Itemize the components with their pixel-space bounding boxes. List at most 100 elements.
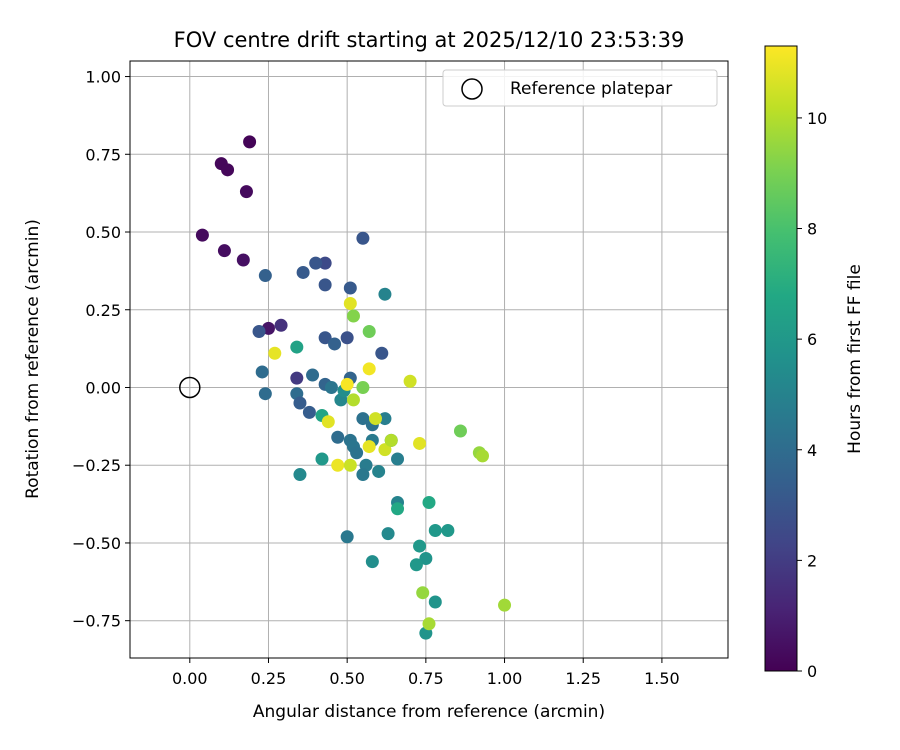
data-point — [350, 446, 364, 460]
data-point — [293, 396, 307, 410]
data-point — [384, 433, 398, 447]
data-point — [365, 555, 379, 569]
x-axis-label: Angular distance from reference (arcmin) — [253, 702, 605, 722]
data-point — [428, 595, 442, 609]
data-point — [378, 412, 392, 426]
data-point — [362, 362, 376, 376]
data-point — [409, 558, 423, 572]
data-point — [343, 458, 357, 472]
data-point — [422, 617, 436, 631]
y-tick-label: 0.00 — [85, 378, 121, 397]
colorbar-label: Hours from first FF file — [845, 264, 865, 454]
data-point — [343, 281, 357, 295]
data-point — [290, 340, 304, 354]
data-point — [252, 325, 266, 339]
colorbar-tick-label: 10 — [807, 109, 827, 128]
data-point — [416, 586, 430, 600]
data-point — [321, 415, 335, 429]
gridlines — [130, 61, 728, 658]
data-point — [331, 430, 345, 444]
data-point — [293, 468, 307, 482]
data-point — [255, 365, 269, 379]
data-point — [315, 452, 329, 466]
data-point — [340, 530, 354, 544]
colorbar-tick-label: 0 — [807, 662, 817, 681]
plot-area — [129, 60, 729, 659]
colorbar-gradient — [764, 45, 798, 672]
y-tick-label: 0.50 — [85, 223, 121, 242]
data-point — [391, 452, 405, 466]
data-point — [258, 387, 272, 401]
data-point — [331, 458, 345, 472]
data-point — [419, 552, 433, 565]
data-point — [362, 325, 376, 339]
chart-title: FOV centre drift starting at 2025/12/10 … — [174, 28, 685, 52]
data-point — [356, 380, 370, 394]
data-point — [296, 265, 310, 279]
data-point — [346, 309, 360, 323]
y-axis-ticks: −0.75 −0.50 −0.25 0.00 0.25 0.50 0.75 1.00 — [72, 68, 130, 631]
x-tick-label: 1.50 — [644, 669, 680, 688]
data-point — [318, 256, 332, 270]
data-point — [195, 228, 209, 242]
plot-background — [130, 61, 728, 658]
x-tick-label: 1.25 — [565, 669, 601, 688]
data-point — [403, 374, 417, 388]
data-point — [391, 502, 405, 516]
plot-frame — [129, 60, 729, 659]
data-point — [368, 412, 382, 426]
data-point — [324, 380, 338, 394]
data-point — [236, 253, 250, 267]
data-point — [476, 449, 490, 463]
data-point — [441, 524, 455, 538]
data-point — [413, 539, 427, 553]
reference-platepar-marker — [179, 376, 201, 399]
data-point — [362, 440, 376, 454]
x-tick-label: 0.25 — [251, 669, 287, 688]
x-tick-label: 1.00 — [487, 669, 523, 688]
colorbar: 0 2 4 6 8 10 Hours from first FF file — [764, 45, 865, 681]
data-point — [290, 371, 304, 385]
data-point — [258, 269, 272, 283]
colorbar-tick-label: 4 — [807, 441, 817, 460]
data-point — [343, 297, 357, 311]
data-point — [346, 393, 360, 407]
legend-box — [442, 69, 718, 107]
colorbar-tick-label: 8 — [807, 220, 817, 239]
colorbar-ticks: 0 2 4 6 8 10 — [797, 109, 827, 681]
data-point — [422, 496, 436, 510]
legend: Reference platepar — [442, 69, 718, 107]
data-point — [340, 331, 354, 345]
y-tick-label: 0.75 — [85, 145, 121, 164]
data-point — [381, 527, 395, 541]
data-points — [195, 135, 512, 640]
data-point — [428, 524, 442, 538]
data-point — [217, 244, 231, 258]
y-tick-label: −0.25 — [72, 456, 121, 475]
data-point — [328, 337, 342, 351]
x-tick-label: 0.75 — [408, 669, 444, 688]
x-tick-label: 0.00 — [172, 669, 208, 688]
data-point — [340, 377, 354, 391]
data-point — [356, 468, 370, 482]
data-point — [356, 412, 370, 426]
data-point — [413, 436, 427, 450]
y-tick-label: −0.50 — [72, 534, 121, 553]
data-point — [453, 424, 467, 438]
data-point — [239, 185, 253, 199]
colorbar-tick-label: 2 — [807, 551, 817, 570]
data-point — [306, 368, 320, 382]
data-point — [221, 163, 235, 177]
data-point — [356, 231, 370, 245]
data-point — [274, 318, 288, 332]
data-point — [243, 135, 257, 149]
legend-open-circle-marker — [461, 78, 483, 100]
y-axis-label: Rotation from reference (arcmin) — [23, 219, 43, 499]
data-point — [498, 598, 512, 612]
y-tick-label: −0.75 — [72, 612, 121, 631]
data-point — [318, 278, 332, 292]
y-tick-label: 0.25 — [85, 301, 121, 320]
colorbar-tick-label: 6 — [807, 330, 817, 349]
data-point — [268, 346, 282, 360]
